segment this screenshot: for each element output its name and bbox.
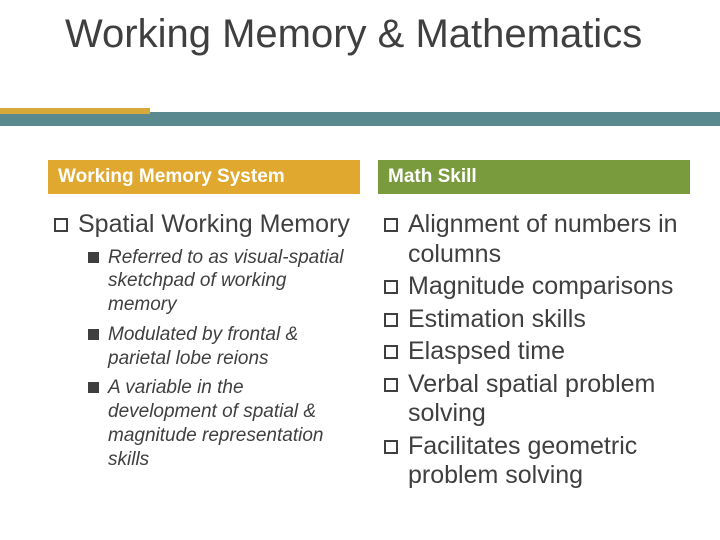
square-solid-bullet-icon <box>88 252 99 263</box>
square-open-bullet-icon <box>384 378 398 392</box>
square-open-bullet-icon <box>384 313 398 327</box>
right-item: Facilitates geometric problem solving <box>384 432 684 491</box>
right-item: Elaspsed time <box>384 337 684 367</box>
right-item: Verbal spatial problem solving <box>384 370 684 429</box>
square-open-bullet-icon <box>54 218 68 232</box>
right-column-body: Alignment of numbers in columns Magnitud… <box>378 194 690 491</box>
right-item: Magnitude comparisons <box>384 272 684 302</box>
right-item: Alignment of numbers in columns <box>384 210 684 269</box>
right-item-text: Elaspsed time <box>408 337 565 367</box>
left-column-header: Working Memory System <box>48 160 360 194</box>
right-item: Estimation skills <box>384 305 684 335</box>
square-open-bullet-icon <box>384 280 398 294</box>
slide-title: Working Memory & Mathematics <box>65 10 642 58</box>
square-open-bullet-icon <box>384 440 398 454</box>
square-open-bullet-icon <box>384 218 398 232</box>
two-column-layout: Working Memory System Spatial Working Me… <box>48 160 690 494</box>
right-column: Math Skill Alignment of numbers in colum… <box>378 160 690 494</box>
left-main-item: Spatial Working Memory <box>54 210 354 240</box>
right-item-text: Magnitude comparisons <box>408 272 673 302</box>
left-sub-text: Modulated by frontal & parietal lobe rei… <box>108 323 354 371</box>
square-solid-bullet-icon <box>88 382 99 393</box>
right-column-header: Math Skill <box>378 160 690 194</box>
title-underline-band <box>0 112 720 126</box>
left-column: Working Memory System Spatial Working Me… <box>48 160 360 494</box>
left-sub-item: Referred to as visual-spatial sketchpad … <box>88 246 354 317</box>
left-sub-item: A variable in the development of spatial… <box>88 376 354 471</box>
right-item-text: Facilitates geometric problem solving <box>408 432 684 491</box>
left-sub-text: Referred to as visual-spatial sketchpad … <box>108 246 354 317</box>
left-sub-item: Modulated by frontal & parietal lobe rei… <box>88 323 354 371</box>
square-solid-bullet-icon <box>88 329 99 340</box>
right-item-text: Verbal spatial problem solving <box>408 370 684 429</box>
square-open-bullet-icon <box>384 345 398 359</box>
right-item-text: Estimation skills <box>408 305 586 335</box>
left-column-body: Spatial Working Memory Referred to as vi… <box>48 194 360 471</box>
left-main-text: Spatial Working Memory <box>78 210 350 240</box>
left-sub-text: A variable in the development of spatial… <box>108 376 354 471</box>
right-item-text: Alignment of numbers in columns <box>408 210 684 269</box>
